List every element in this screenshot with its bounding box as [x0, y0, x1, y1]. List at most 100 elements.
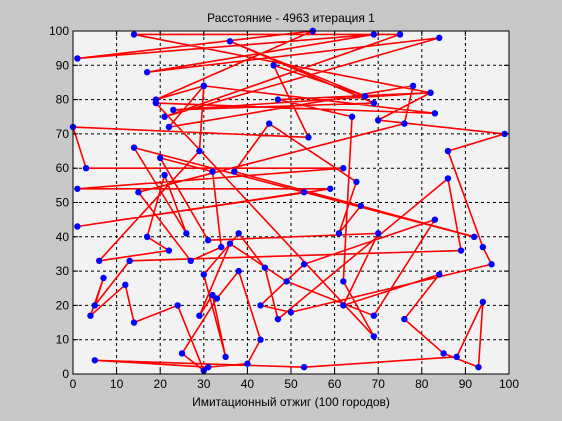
- chart-title: Расстояние - 4963 итерация 1: [207, 11, 375, 25]
- city-point: [226, 240, 234, 247]
- city-point: [87, 312, 94, 319]
- city-point: [427, 89, 434, 96]
- city-point: [157, 154, 164, 162]
- city-point: [183, 230, 190, 237]
- x-tick-label: 0: [70, 377, 77, 391]
- x-tick-label: 20: [154, 377, 168, 391]
- city-point: [444, 147, 452, 155]
- city-markers: [69, 27, 508, 374]
- city-point: [200, 271, 207, 278]
- x-tick-label: 80: [415, 377, 429, 391]
- city-point: [74, 185, 81, 192]
- city-point: [479, 298, 487, 306]
- city-point: [187, 257, 194, 265]
- city-point: [222, 353, 229, 361]
- city-point: [488, 261, 495, 268]
- x-tick-label: 60: [328, 377, 342, 391]
- y-tick-label: 100: [49, 24, 69, 38]
- y-tick-label: 50: [56, 196, 70, 210]
- city-point: [375, 116, 382, 124]
- city-point: [196, 312, 203, 319]
- city-point: [444, 175, 452, 182]
- y-tick-label: 70: [56, 127, 70, 141]
- city-point: [91, 357, 99, 364]
- city-point: [270, 62, 277, 69]
- x-tick-label: 50: [284, 377, 298, 391]
- city-point: [170, 106, 177, 114]
- city-point: [135, 189, 142, 196]
- city-point: [235, 267, 242, 275]
- x-tick-label: 10: [110, 377, 124, 391]
- city-point: [396, 31, 404, 38]
- city-point: [436, 271, 443, 278]
- city-point: [91, 302, 99, 309]
- city-point: [204, 363, 212, 371]
- city-point: [431, 110, 439, 117]
- city-point: [82, 165, 90, 172]
- y-tick-label: 30: [56, 264, 70, 278]
- city-point: [340, 278, 347, 285]
- city-point: [130, 31, 138, 38]
- city-point: [440, 350, 447, 357]
- city-point: [209, 291, 216, 299]
- x-tick-label: 40: [241, 377, 255, 391]
- city-point: [204, 237, 212, 244]
- city-point: [274, 96, 282, 103]
- city-point: [370, 312, 378, 319]
- city-point: [353, 178, 360, 186]
- city-point: [375, 230, 382, 237]
- city-point: [401, 120, 408, 127]
- city-point: [74, 223, 81, 230]
- x-tick-label: 30: [197, 377, 211, 391]
- city-point: [244, 360, 251, 367]
- city-point: [470, 233, 478, 240]
- city-point: [100, 274, 107, 282]
- city-point: [152, 96, 160, 103]
- route-lines: [72, 30, 506, 372]
- y-tick-label: 90: [56, 58, 70, 72]
- city-point: [348, 113, 356, 120]
- city-point: [300, 363, 308, 371]
- city-point: [287, 309, 295, 316]
- y-tick-label: 10: [56, 333, 70, 347]
- city-point: [409, 82, 417, 90]
- city-point: [261, 264, 269, 271]
- city-point: [143, 233, 151, 240]
- y-tick-label: 80: [56, 93, 70, 107]
- city-point: [174, 302, 181, 309]
- city-point: [266, 120, 273, 127]
- city-point: [218, 243, 225, 251]
- city-point: [130, 144, 138, 151]
- city-point: [196, 147, 203, 155]
- city-point: [475, 363, 482, 371]
- city-point: [401, 315, 408, 323]
- city-point: [122, 281, 129, 289]
- city-point: [327, 185, 334, 192]
- city-point: [340, 302, 347, 309]
- city-point: [95, 257, 103, 265]
- city-point: [370, 99, 378, 107]
- y-tick-label: 20: [56, 298, 70, 312]
- city-point: [335, 230, 343, 237]
- city-point: [305, 134, 312, 141]
- city-point: [457, 247, 465, 254]
- city-point: [479, 243, 487, 251]
- city-point: [436, 34, 443, 42]
- city-point: [209, 168, 216, 175]
- city-point: [257, 336, 264, 343]
- x-tick-label: 70: [372, 377, 386, 391]
- y-tick-label: 60: [56, 161, 70, 175]
- y-tick-label: 0: [62, 367, 69, 381]
- city-point: [257, 302, 264, 309]
- city-point: [274, 315, 282, 323]
- city-point: [300, 189, 308, 196]
- city-point: [130, 319, 138, 326]
- city-point: [235, 230, 242, 237]
- city-point: [370, 333, 378, 340]
- city-point: [126, 257, 133, 265]
- city-point: [213, 295, 221, 302]
- city-point: [357, 202, 364, 210]
- city-point: [283, 278, 290, 285]
- city-point: [165, 247, 173, 254]
